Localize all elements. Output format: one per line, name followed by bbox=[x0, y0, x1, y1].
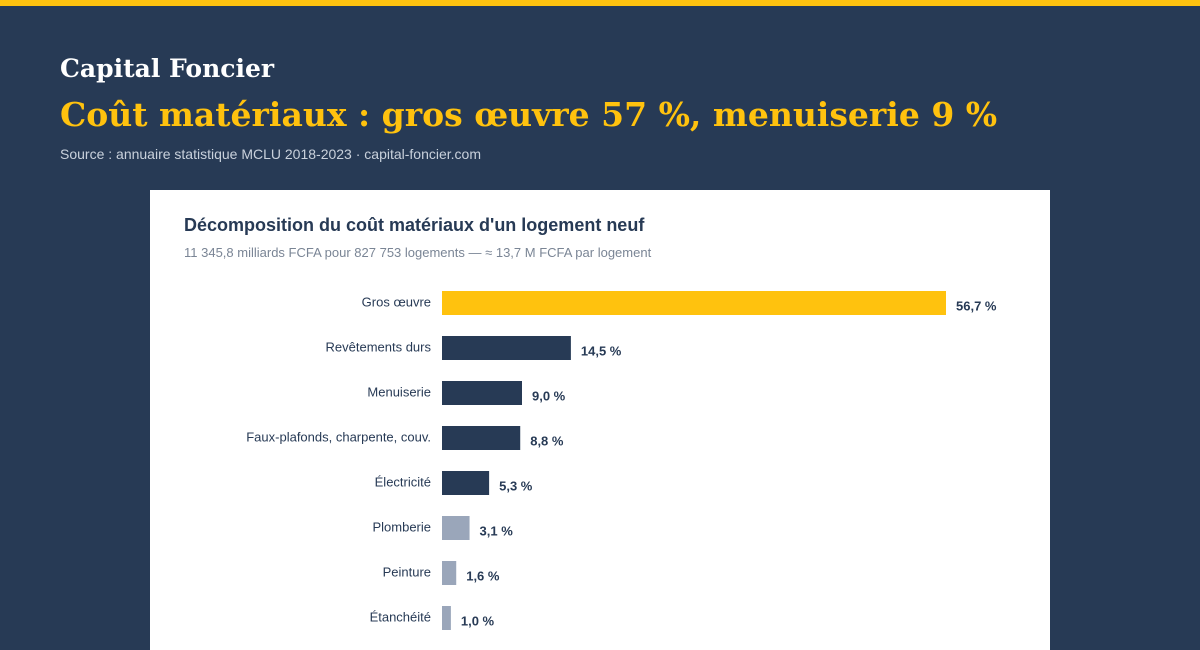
category-label: Menuiserie bbox=[367, 384, 431, 399]
category-label: Électricité bbox=[375, 474, 431, 489]
bar bbox=[442, 606, 451, 630]
bar-chart: Gros œuvre 56,7 % Revêtements durs 14,5 % Me… bbox=[246, 291, 997, 630]
value-label: 1,6 % bbox=[466, 568, 500, 583]
category-label: Peinture bbox=[383, 564, 431, 579]
value-label: 8,8 % bbox=[530, 433, 564, 448]
bar bbox=[442, 426, 521, 450]
value-label: 5,3 % bbox=[499, 478, 533, 493]
category-label: Étanchéité bbox=[370, 609, 431, 624]
bar bbox=[442, 561, 457, 585]
headline: Coût matériaux : gros œuvre 57 %, menuis… bbox=[60, 95, 998, 134]
value-label: 1,0 % bbox=[461, 613, 495, 628]
chart-title: Décomposition du coût matériaux d'un log… bbox=[184, 215, 645, 235]
value-label: 9,0 % bbox=[532, 388, 566, 403]
category-label: Plomberie bbox=[372, 519, 431, 534]
category-label: Faux-plafonds, charpente, couv. bbox=[246, 429, 431, 444]
bar bbox=[442, 516, 470, 540]
bar bbox=[442, 471, 490, 495]
category-label: Gros œuvre bbox=[362, 294, 431, 309]
accent-stripe bbox=[0, 0, 1200, 6]
category-label: Revêtements durs bbox=[326, 339, 432, 354]
source-note: Source : annuaire statistique MCLU 2018-… bbox=[60, 146, 481, 162]
value-label: 3,1 % bbox=[480, 523, 514, 538]
bar bbox=[442, 381, 522, 405]
brand-name: Capital Foncier bbox=[60, 54, 275, 83]
value-label: 56,7 % bbox=[956, 298, 997, 313]
value-label: 14,5 % bbox=[581, 343, 622, 358]
bar bbox=[442, 336, 571, 360]
chart-subtitle: 11 345,8 milliards FCFA pour 827 753 log… bbox=[184, 245, 652, 260]
bar bbox=[442, 291, 946, 315]
chart-card: Décomposition du coût matériaux d'un log… bbox=[150, 190, 1050, 650]
